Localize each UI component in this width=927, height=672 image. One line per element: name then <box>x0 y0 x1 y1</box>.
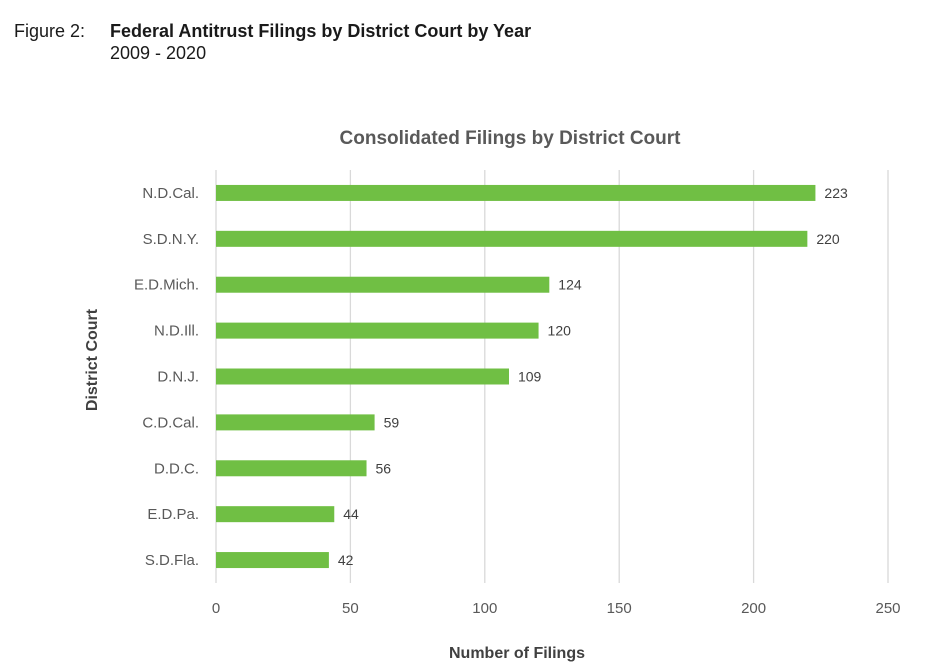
bar <box>216 414 375 431</box>
x-tick-label: 100 <box>472 600 497 617</box>
data-label: 109 <box>518 369 542 385</box>
data-label: 220 <box>816 231 840 247</box>
category-label: D.N.J. <box>157 369 199 386</box>
category-label: S.D.Fla. <box>145 552 199 569</box>
bars <box>216 184 816 569</box>
figure-subtitle: 2009 - 2020 <box>110 43 207 63</box>
bar <box>216 230 808 247</box>
x-tick-label: 150 <box>607 600 632 617</box>
category-label: N.D.Cal. <box>142 185 199 202</box>
data-label: 59 <box>384 414 400 430</box>
category-label: C.D.Cal. <box>142 414 199 431</box>
x-tick-label: 200 <box>741 600 766 617</box>
data-label: 56 <box>376 460 392 476</box>
category-label: S.D.N.Y. <box>143 231 199 248</box>
figure-title: Federal Antitrust Filings by District Co… <box>110 21 532 41</box>
bar <box>216 276 550 293</box>
data-label: 223 <box>824 185 848 201</box>
data-label: 124 <box>558 277 582 293</box>
data-label: 44 <box>343 506 359 522</box>
data-label: 42 <box>338 552 354 568</box>
x-tick-labels: 0 50 100 150 200 250 <box>212 600 901 617</box>
y-axis-title: District Court <box>84 308 101 411</box>
category-label: E.D.Pa. <box>147 506 199 523</box>
bar <box>216 322 539 339</box>
category-label: E.D.Mich. <box>134 277 199 294</box>
x-tick-label: 250 <box>875 600 900 617</box>
data-labels: 223 220 124 120 109 59 56 44 42 <box>338 185 848 568</box>
bar <box>216 552 329 569</box>
chart-title: Consolidated Filings by District Court <box>340 128 682 149</box>
x-tick-label: 0 <box>212 600 220 617</box>
x-axis-title: Number of Filings <box>449 645 585 662</box>
bar <box>216 506 335 523</box>
figure-label: Figure 2: <box>14 21 86 41</box>
category-label: N.D.Ill. <box>154 323 199 340</box>
bar <box>216 460 367 477</box>
bar <box>216 368 509 385</box>
data-label: 120 <box>548 323 572 339</box>
category-labels: N.D.Cal. S.D.N.Y. E.D.Mich. N.D.Ill. D.N.J. C… <box>134 185 199 569</box>
x-tick-label: 50 <box>342 600 359 617</box>
bar <box>216 184 816 201</box>
category-label: D.D.C. <box>154 460 199 477</box>
